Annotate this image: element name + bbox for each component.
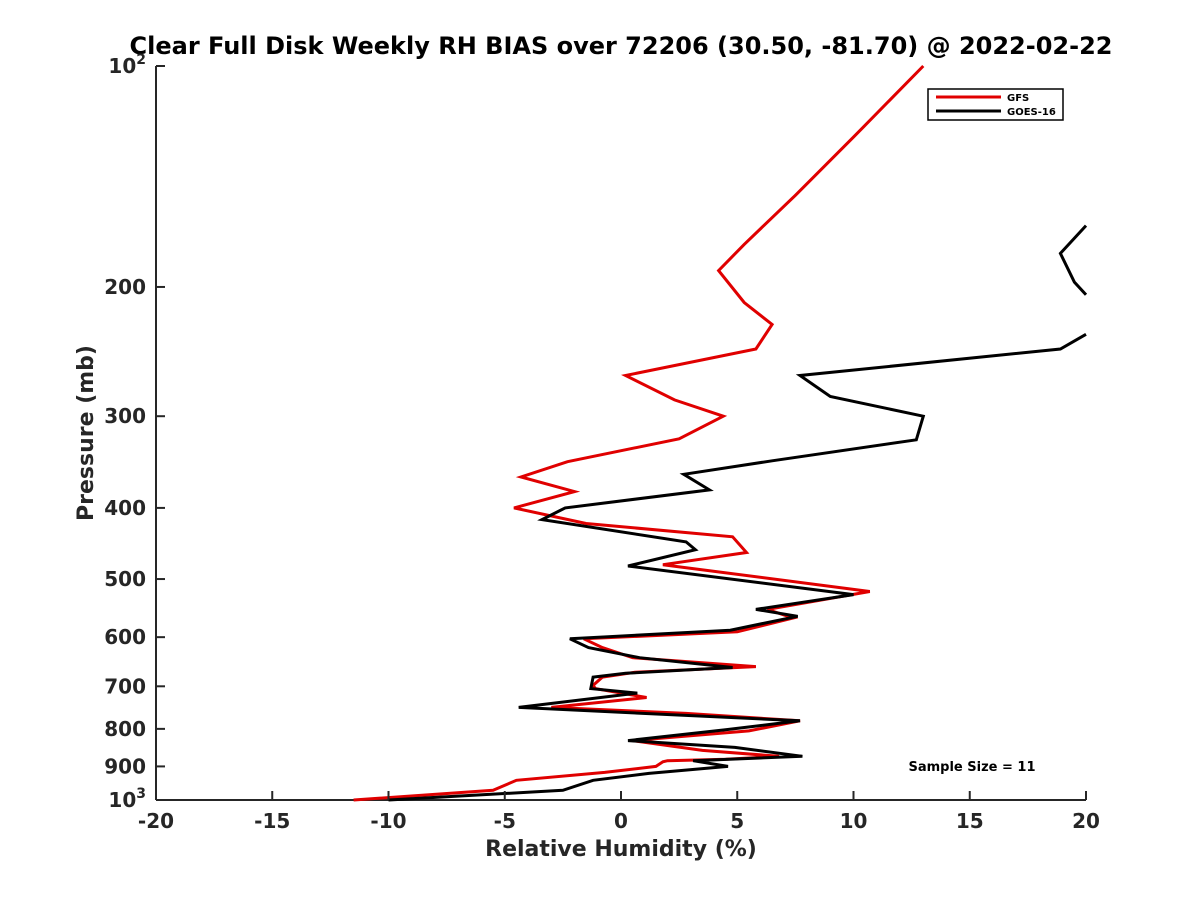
x-tick-label: 5	[730, 809, 744, 833]
x-tick-label: 0	[614, 809, 628, 833]
x-tick-label: -5	[494, 809, 516, 833]
series-layer	[353, 64, 1088, 802]
y-tick-label: 300	[104, 404, 146, 428]
y-tick-label: 200	[104, 275, 146, 299]
x-tick-label: 15	[956, 809, 984, 833]
plot-area: -20 -15 -10 -5 0 5 10 15 20 102 200 300 400 500 600 70…	[104, 52, 1100, 833]
y-tick-label: 102	[108, 52, 146, 78]
y-tick-label: 600	[104, 625, 146, 649]
x-tick-label: -15	[254, 809, 290, 833]
legend-label-gfs: GFS	[1007, 93, 1029, 104]
chart-title: Clear Full Disk Weekly RH BIAS over 7220…	[130, 32, 1113, 60]
series-line-goes-16-segment-1	[1058, 224, 1088, 296]
y-tick-label: 500	[104, 567, 146, 591]
y-axis-ticks: 102 200 300 400 500 600 700 800 900 103	[104, 52, 165, 812]
y-tick-label: 103	[108, 786, 146, 812]
y-tick-label: 900	[104, 754, 146, 778]
x-axis-title: Relative Humidity (%)	[485, 837, 757, 862]
x-axis-ticks: -20 -15 -10 -5 0 5 10 15 20	[138, 791, 1100, 833]
y-tick-label: 800	[104, 717, 146, 741]
x-tick-label: -20	[138, 809, 174, 833]
y-axis-title: Pressure (mb)	[74, 345, 99, 521]
legend-box	[927, 88, 1064, 121]
x-tick-label: 20	[1072, 809, 1100, 833]
legend: GFS GOES-16	[927, 88, 1064, 121]
y-tick-label: 700	[104, 674, 146, 698]
legend-label-goes-16: GOES-16	[1007, 107, 1056, 118]
series-line-goes-16-segment-2	[388, 332, 1087, 802]
x-tick-label: -10	[370, 809, 406, 833]
sample-size-annotation: Sample Size = 11	[908, 760, 1035, 775]
plot-background	[156, 66, 1086, 800]
x-tick-label: 10	[840, 809, 868, 833]
y-tick-label: 400	[104, 496, 146, 520]
